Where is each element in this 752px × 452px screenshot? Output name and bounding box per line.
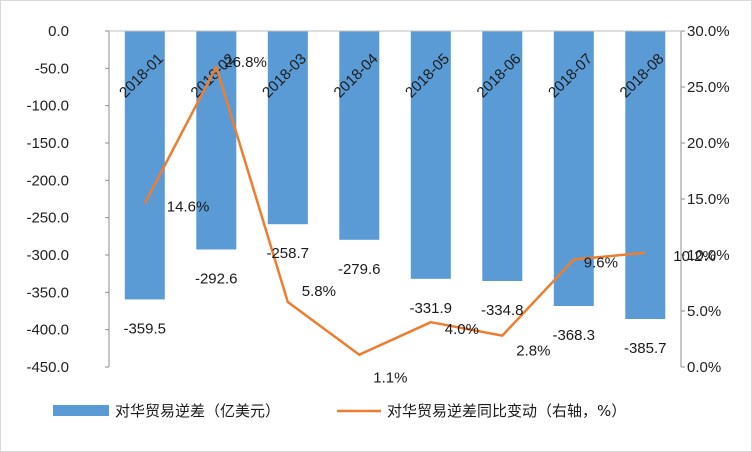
right-tick-label: 20.0% [687, 135, 730, 152]
axes: 0.0 -50.0 -100.0 -150.0 -200.0 -250.0 -300.0 -3… [26, 23, 729, 376]
right-tick-label: 30.0% [687, 23, 730, 40]
left-tick-label: -400.0 [26, 322, 69, 339]
bar-data-labels: -359.5 -292.6 -258.7 -279.6 -331.9 -334.8 -368… [123, 245, 666, 357]
legend-line-label: 对华贸易逆差同比变动（右轴，%） [387, 402, 626, 420]
bar-data-label: -385.7 [624, 340, 667, 357]
line-data-label: 9.6% [584, 254, 618, 271]
line-data-label: 26.8% [224, 54, 267, 71]
left-tick-label: -150.0 [26, 135, 69, 152]
line-data-label: 1.1% [373, 370, 407, 387]
legend-bar-swatch [53, 405, 109, 416]
bar [625, 31, 666, 319]
line-data-label: 4.0% [445, 321, 479, 338]
line-data-label: 5.8% [302, 283, 336, 300]
line-series [143, 65, 646, 356]
left-tick-label: -450.0 [26, 359, 69, 376]
bar-data-label: -368.3 [552, 327, 595, 344]
legend-bar-label: 对华贸易逆差（亿美元） [115, 402, 280, 420]
right-tick-label: 15.0% [687, 191, 730, 208]
left-tick-label: -100.0 [26, 98, 69, 115]
line-data-label: 14.6% [167, 198, 210, 215]
bar [410, 31, 451, 279]
bar-data-label: -359.5 [123, 320, 166, 337]
bar-data-label: -331.9 [409, 300, 452, 317]
bar [124, 31, 165, 300]
left-tick-label: -350.0 [26, 284, 69, 301]
line-data-label: 10.2% [673, 248, 716, 265]
left-tick-label: -50.0 [35, 60, 69, 77]
bar-data-label: -292.6 [195, 270, 238, 287]
legend: 对华贸易逆差（亿美元） 对华贸易逆差同比变动（右轴，%） [53, 402, 626, 420]
left-tick-label: 0.0 [48, 23, 69, 40]
right-tick-label: 0.0% [687, 359, 721, 376]
line-data-labels: 14.6% 26.8% 5.8% 1.1% 4.0% 2.8% 9.6% 10.2% [167, 54, 716, 387]
right-tick-label: 5.0% [687, 303, 721, 320]
bar-data-label: -279.6 [338, 261, 381, 278]
bar [339, 31, 380, 240]
right-tick-label: 25.0% [687, 79, 730, 96]
bar [267, 31, 308, 225]
yoy-line [143, 65, 646, 356]
left-tick-label: -250.0 [26, 210, 69, 227]
left-tick-label: -200.0 [26, 172, 69, 189]
bar-data-label: -334.8 [481, 302, 524, 319]
bar-series [124, 31, 666, 319]
bar [482, 31, 523, 281]
bar-data-label: -258.7 [266, 245, 309, 262]
right-tick-label: 10.0% [687, 247, 730, 264]
left-tick-label: -300.0 [26, 247, 69, 264]
line-data-label: 2.8% [516, 343, 550, 360]
